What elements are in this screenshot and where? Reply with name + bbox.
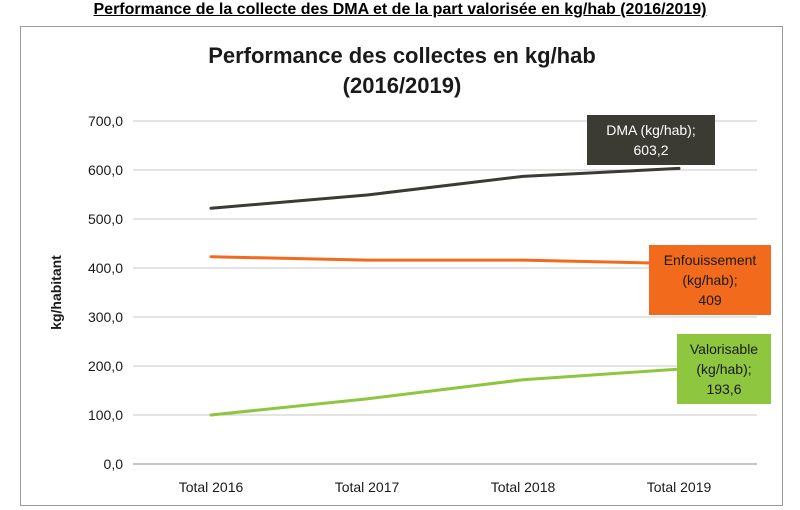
data-label: 603,2 xyxy=(633,142,668,158)
y-tick-label: 500,0 xyxy=(88,211,123,227)
data-label-box xyxy=(677,334,771,404)
y-tick-label: 300,0 xyxy=(88,309,123,325)
data-label-box xyxy=(649,245,771,315)
x-tick-label: Total 2019 xyxy=(647,479,712,495)
data-label: 409 xyxy=(698,292,722,308)
data-label: (kg/hab); xyxy=(682,272,737,288)
data-label: 193,6 xyxy=(706,381,741,397)
y-tick-label: 200,0 xyxy=(88,358,123,374)
data-label-box xyxy=(587,115,715,165)
chart-frame: Performance des collectes en kg/hab (2016… xyxy=(20,26,783,506)
y-tick-label: 700,0 xyxy=(88,113,123,129)
data-label: Valorisable xyxy=(690,341,758,357)
chart-title-line: (2016/2019) xyxy=(343,73,462,98)
y-tick-label: 100,0 xyxy=(88,407,123,423)
y-tick-label: 0,0 xyxy=(104,456,124,472)
series-line xyxy=(209,367,681,417)
y-tick-label: 600,0 xyxy=(88,162,123,178)
x-tick-label: Total 2017 xyxy=(335,479,400,495)
x-tick-label: Total 2018 xyxy=(491,479,556,495)
series-line xyxy=(209,255,681,266)
data-label: Enfouissement xyxy=(664,252,757,268)
y-axis-label: kg/habitant xyxy=(48,255,64,330)
series-line xyxy=(209,166,681,210)
data-label: DMA (kg/hab); xyxy=(606,122,695,138)
data-label: (kg/hab); xyxy=(696,361,751,377)
line-chart: Performance des collectes en kg/hab (2016… xyxy=(48,43,771,495)
y-tick-label: 400,0 xyxy=(88,260,123,276)
chart-title-line: Performance des collectes en kg/hab xyxy=(208,43,596,68)
x-tick-label: Total 2016 xyxy=(179,479,244,495)
page-heading: Performance de la collecte des DMA et de… xyxy=(93,1,707,18)
